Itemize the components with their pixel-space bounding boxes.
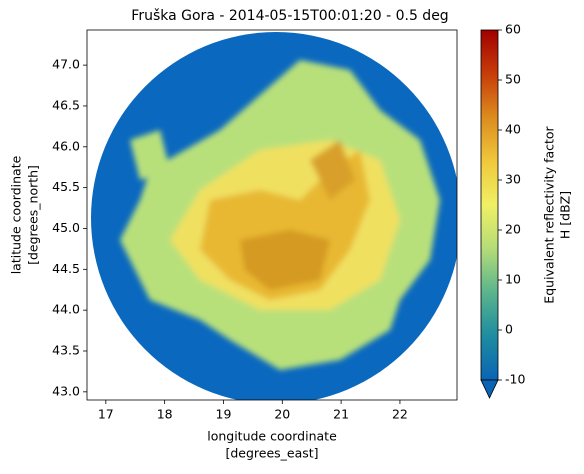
x-tick-label: 20: [274, 407, 290, 422]
x-tick-label: 19: [216, 407, 232, 422]
radar-image: [91, 32, 457, 400]
y-axis-label: [degrees_north]: [26, 165, 41, 265]
colorbar-tick-label: 0: [505, 322, 513, 337]
y-tick-label: 44.0: [52, 302, 80, 317]
plot-frame: [86, 29, 458, 401]
y-tick-label: 46.5: [52, 97, 80, 112]
colorbar-tick-label: 40: [505, 122, 521, 137]
y-axis-label: latitude coordinate: [9, 155, 24, 274]
y-tick-label: 44.5: [52, 261, 80, 276]
x-axis-label: longitude coordinate: [207, 429, 337, 444]
y-tick-label: 45.0: [52, 220, 80, 235]
colorbar-label: Equivalent reflectivity factor: [542, 125, 557, 303]
x-tick-label: 17: [98, 407, 114, 422]
x-tick-label: 18: [157, 407, 173, 422]
chart-title: Fruška Gora - 2014-05-15T00:01:20 - 0.5 …: [131, 8, 448, 24]
y-tick-label: 43.0: [52, 383, 80, 398]
y-tick-label: 45.5: [52, 179, 80, 194]
colorbar-tick-label: 30: [505, 172, 521, 187]
colorbar-label: H [dBZ]: [558, 191, 573, 239]
y-tick-label: 43.5: [52, 342, 80, 357]
colorbar: [480, 29, 499, 381]
colorbar-tick-label: 20: [505, 222, 521, 237]
x-axis-label: [degrees_east]: [225, 446, 318, 461]
y-tick-label: 46.0: [52, 138, 80, 153]
colorbar-tick-label: 10: [505, 272, 521, 287]
colorbar-tick-label: 60: [505, 22, 521, 37]
colorbar-tick-label: 50: [505, 72, 521, 87]
colorbar-tick-label: -10: [505, 372, 525, 387]
x-tick-label: 22: [392, 407, 408, 422]
colorbar-extend: [480, 379, 499, 399]
y-tick-label: 47.0: [52, 57, 80, 72]
x-tick-label: 21: [333, 407, 349, 422]
